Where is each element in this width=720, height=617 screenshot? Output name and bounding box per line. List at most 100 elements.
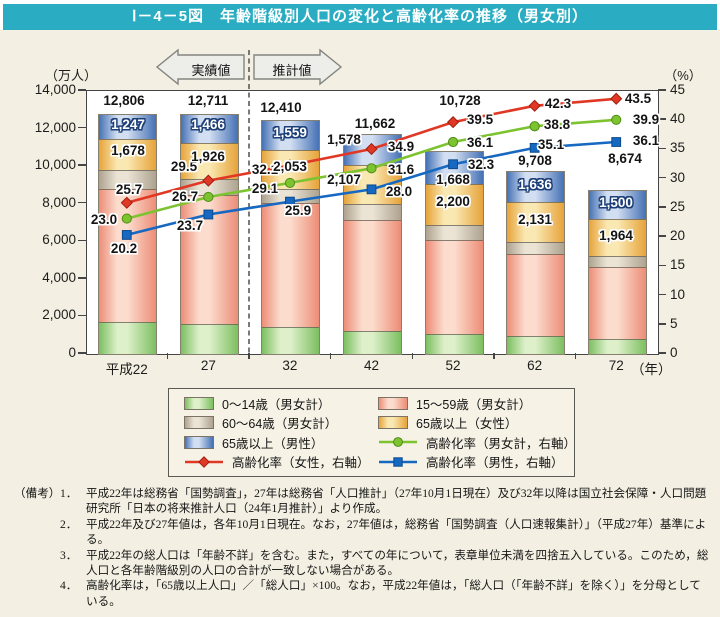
rate-value-rate_total: 29.1 xyxy=(251,181,279,196)
projection-values-label: 推計値 xyxy=(272,63,312,78)
bar-value-age65_male: 1,247 xyxy=(111,117,145,132)
note-number: 2． xyxy=(60,517,78,531)
right-axis-tick-label: 10 xyxy=(670,286,686,302)
rate-value-rate_female: 42.3 xyxy=(544,96,572,111)
rate-value-rate_total: 39.9 xyxy=(632,112,660,127)
right-axis-tick-label: 45 xyxy=(670,82,686,97)
bar-value-age65_female: 1,964 xyxy=(599,228,633,243)
bar-value-age65_female: 1,926 xyxy=(191,149,225,164)
total-population-label: 10,728 xyxy=(439,93,481,108)
legend-label: 0～14歳（男女計） xyxy=(222,397,331,412)
rate-value-rate_female: 39.5 xyxy=(466,112,494,127)
bar-value-age65_male: 1,636 xyxy=(518,177,552,192)
bar-value-age65_male: 1,668 xyxy=(436,172,470,187)
left-axis-unit-label: （万人） xyxy=(44,68,97,83)
x-axis-tick xyxy=(574,353,577,359)
left-axis-tick-label: 6,000 xyxy=(42,232,76,248)
x-axis-category: 62 xyxy=(527,358,543,373)
x-axis-category: 平成22 xyxy=(105,362,148,377)
age60_64-swatch-icon xyxy=(184,416,214,430)
note-item: 2． 平成22年及び27年値は，各年10月1日現在。なお，27年値は，総務省「国勢… xyxy=(60,517,712,548)
right-axis-tick-label: 30 xyxy=(670,169,686,185)
legend-item: 高齢化率（男女計，右軸） xyxy=(378,433,576,452)
left-axis-tick xyxy=(78,314,86,317)
rate-value-rate_male: 32.3 xyxy=(467,157,495,172)
legend-label: 60～64歳（男女計） xyxy=(222,417,338,432)
rate-value-rate_male: 25.9 xyxy=(284,203,312,218)
right-axis-tick xyxy=(658,352,666,354)
line-square-swatch-icon xyxy=(379,457,417,467)
x-axis-category: 52 xyxy=(445,358,461,373)
bar-segment-age0_14 xyxy=(180,324,238,354)
rate-value-rate_male: 20.2 xyxy=(110,241,138,256)
age65_female-swatch-icon xyxy=(378,416,408,430)
rate-value-rate_total: 38.8 xyxy=(543,117,571,132)
x-axis-category: 27 xyxy=(200,358,216,373)
left-axis-tick xyxy=(78,352,86,354)
right-axis-tick xyxy=(658,235,666,237)
x-axis-tick xyxy=(493,353,495,359)
left-axis-tick-label: 12,000 xyxy=(34,119,76,135)
x-axis-category: 42 xyxy=(363,358,380,373)
x-axis-tick xyxy=(329,353,332,359)
bar-segment-age0_14 xyxy=(262,326,320,354)
note-number: 3． xyxy=(60,548,78,562)
age65_male-swatch-icon xyxy=(184,435,214,449)
bar-value-age65_male: 1,466 xyxy=(191,117,225,132)
bar-value-age65_male: 1,578 xyxy=(327,132,361,147)
legend-item: 0～14歳（男女計） xyxy=(184,394,378,413)
notes-heading: （備考） xyxy=(14,487,61,500)
chart-legend: 0～14歳（男女計） 15～59歳（男女計） 60～64歳（男女計） 65歳以上（女性… xyxy=(168,388,576,477)
total-population-label: 11,662 xyxy=(354,116,396,131)
legend-label: 65歳以上（男性） xyxy=(222,436,324,451)
age15_59-swatch-icon xyxy=(378,396,408,410)
bar-segment-age60_64 xyxy=(588,256,646,267)
bar-segment-age0_14 xyxy=(507,336,565,354)
note-text: 平成22年及び27年値は，各年10月1日現在。なお，27年値は，総務省「国勢調査… xyxy=(86,517,707,547)
population-bar-62 xyxy=(506,170,566,355)
population-bar-72 xyxy=(587,190,647,355)
legend-label: 高齢化率（女性，右軸） xyxy=(232,456,370,471)
right-axis-tick xyxy=(658,293,666,296)
rate-value-rate_female: 25.7 xyxy=(115,182,143,197)
legend-item: 65歳以上（女性） xyxy=(378,414,576,433)
rate-value-rate_total: 36.1 xyxy=(466,135,494,150)
right-axis-tick xyxy=(658,176,666,179)
right-axis-tick-label: 20 xyxy=(670,228,686,244)
left-axis-tick xyxy=(78,201,86,204)
legend-item: 65歳以上（男性） xyxy=(184,433,378,452)
bar-segment-age0_14 xyxy=(425,333,483,354)
x-axis-category: 72 xyxy=(608,358,624,373)
legend-item: 高齢化率（女性，右軸） xyxy=(184,453,378,472)
age0_14-swatch-icon xyxy=(184,396,214,410)
right-axis-tick-label: 5 xyxy=(670,315,678,331)
bar-value-age65_male: 1,500 xyxy=(599,195,633,210)
total-population-label: 8,674 xyxy=(608,151,642,166)
right-axis-tick xyxy=(658,118,666,120)
rate-value-rate_male: 35.1 xyxy=(537,137,565,152)
left-axis-tick xyxy=(78,164,86,166)
x-axis-unit-label: （年） xyxy=(631,362,672,377)
left-axis-tick xyxy=(78,89,86,91)
note-text: 平成22年は総務省「国勢調査」，27年は総務省「人口推計」（27年10月1日現在… xyxy=(86,487,707,516)
figure-title: Ⅰ－4－5図 年齢階級別人口の変化と高齢化率の推移（男女別） xyxy=(3,4,717,30)
bar-segment-age0_14 xyxy=(99,322,157,354)
bar-segment-age60_64 xyxy=(344,204,401,221)
left-axis-tick-label: 10,000 xyxy=(34,157,76,173)
note-number: 1． xyxy=(60,487,78,500)
bar-value-age65_female: 1,678 xyxy=(111,143,145,158)
bar-segment-age15_59 xyxy=(425,240,483,334)
legend-item: 15～59歳（男女計） xyxy=(378,394,576,413)
right-axis-tick xyxy=(658,323,666,325)
bar-segment-age15_59 xyxy=(180,194,238,325)
total-population-label: 12,806 xyxy=(103,93,145,108)
legend-label: 高齢化率（男性，右軸） xyxy=(426,456,564,471)
bar-segment-age15_59 xyxy=(588,266,646,340)
bar-segment-age0_14 xyxy=(344,331,401,354)
notes-block: （備考） 1． 平成22年は総務省「国勢調査」，27年は総務省「人口推計」（27年… xyxy=(14,486,712,609)
left-axis-tick-label: 0 xyxy=(68,345,76,360)
right-axis-tick xyxy=(658,264,666,267)
left-axis-tick-label: 14,000 xyxy=(34,82,76,97)
bar-value-age65_female: 2,107 xyxy=(327,172,361,187)
